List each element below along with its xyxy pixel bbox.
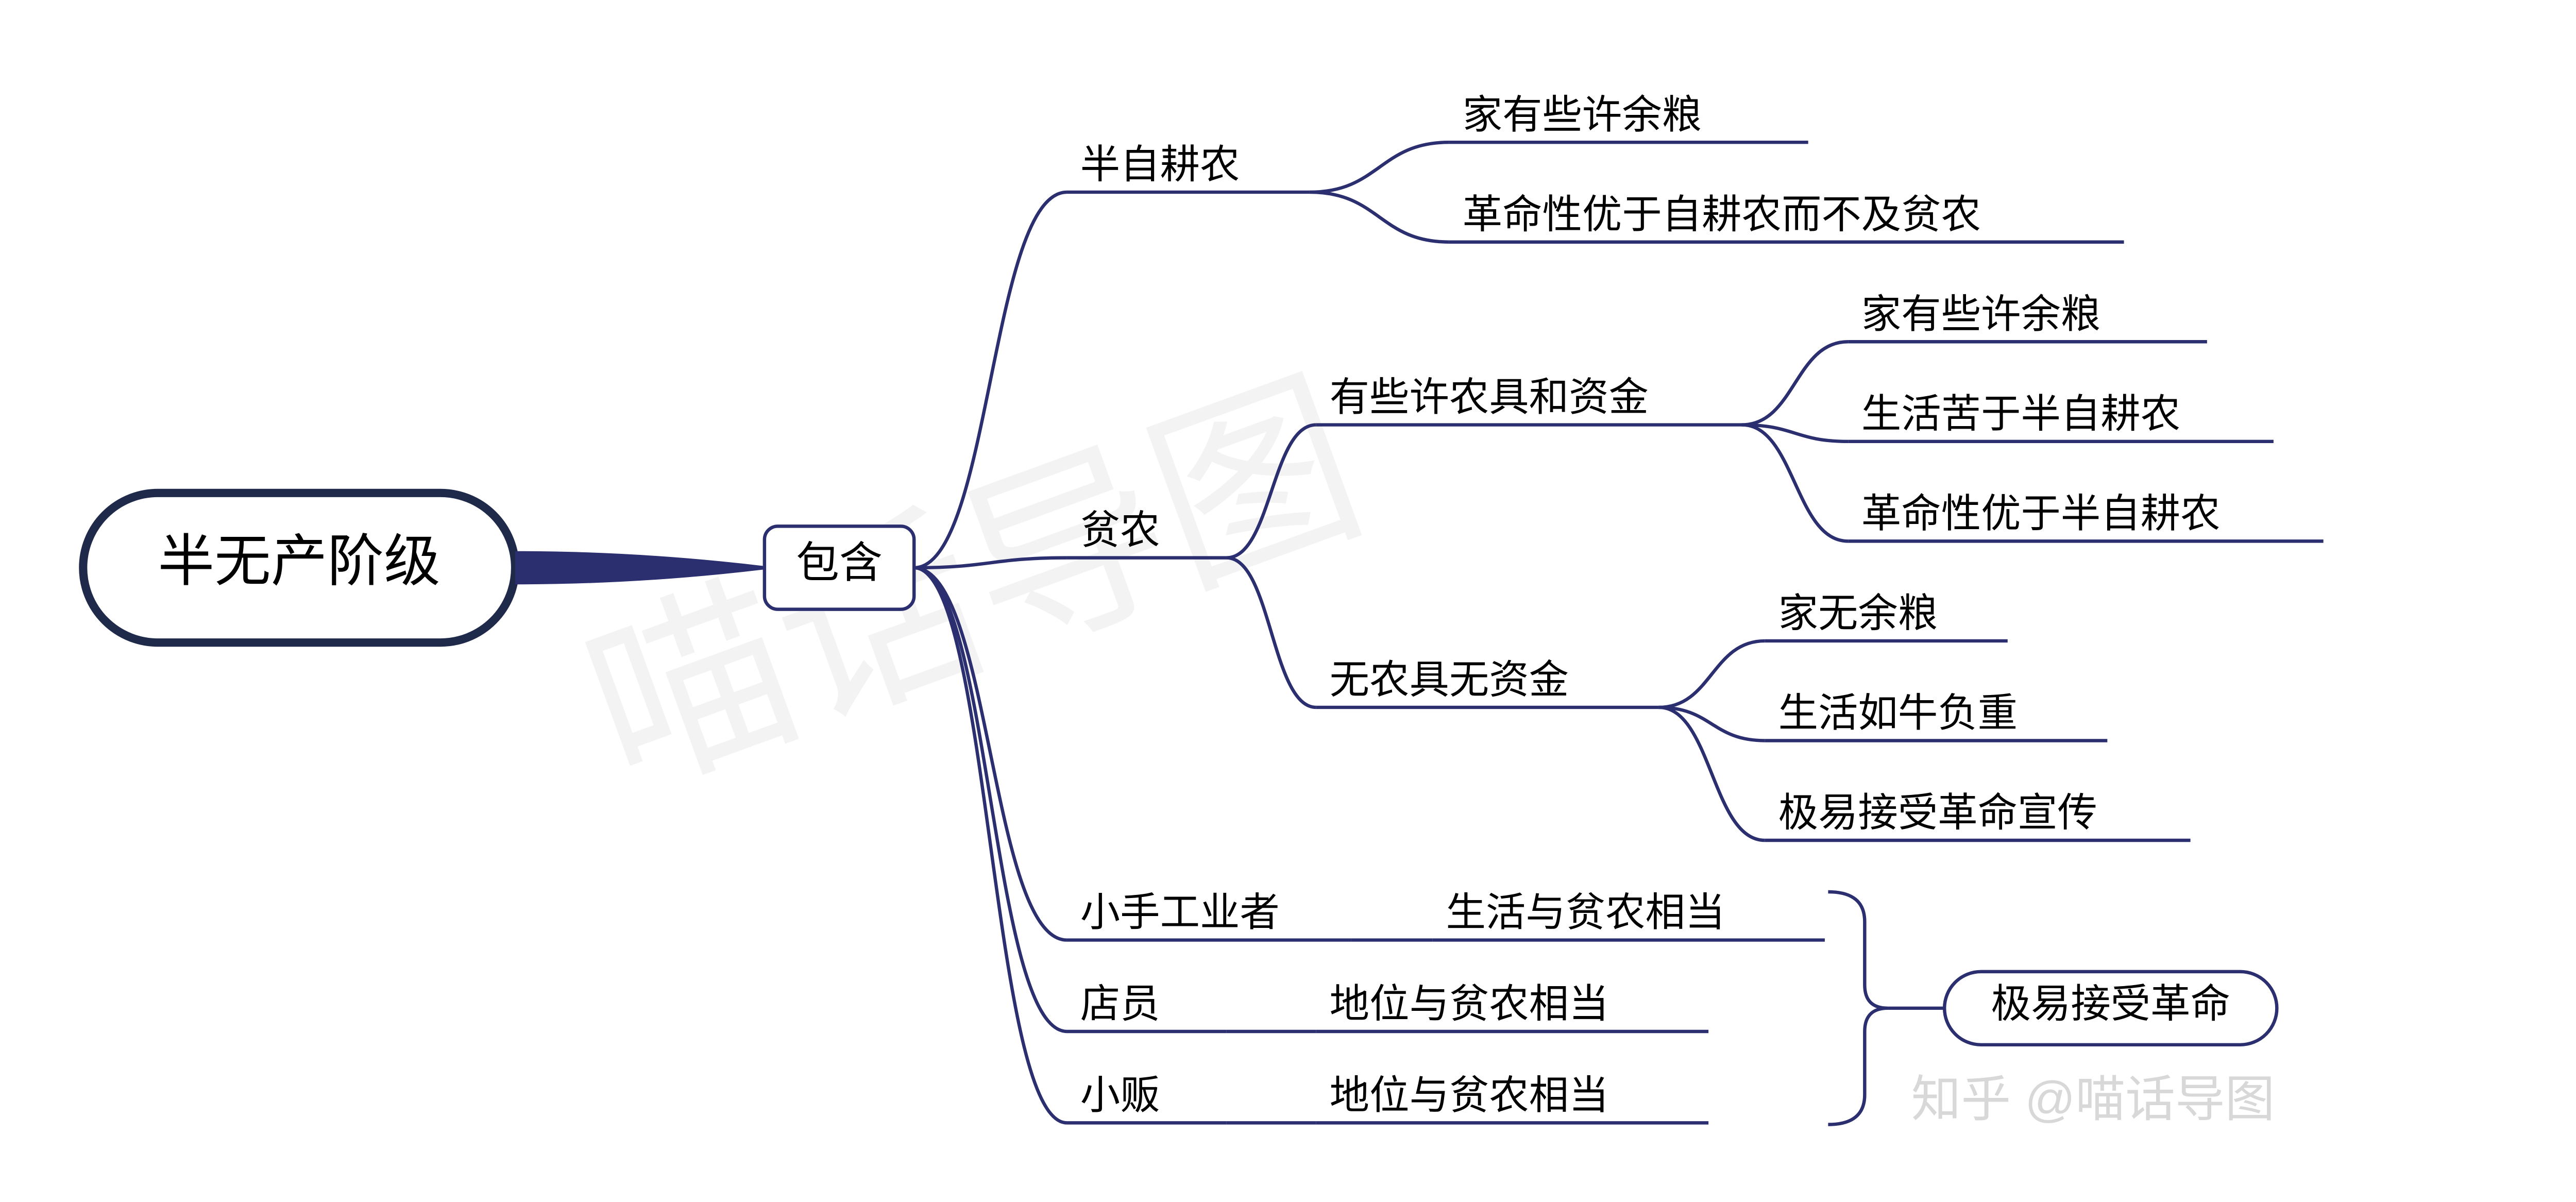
leaf-pp-ht-3: 革命性优于半自耕农	[1861, 492, 2221, 536]
connector	[1658, 641, 1765, 707]
branch-semi-owner-peasant: 半自耕农	[1080, 143, 1240, 187]
leaf-cl-1: 地位与贫农相当	[1330, 982, 1609, 1026]
node-pp-no-tools: 无农具无资金	[1330, 658, 1569, 702]
node-soP-1: 家有些许余粮	[1463, 93, 1702, 137]
leaf-pp-nt-3: 极易接受革命宣传	[1778, 791, 2097, 835]
node-soP-2: 革命性优于自耕农而不及贫农	[1463, 192, 1981, 236]
watermark-credit: 知乎 @喵话导图	[1911, 1071, 2275, 1127]
leaf-pp-ht-2: 生活苦于半自耕农	[1861, 392, 2180, 436]
connector	[1310, 192, 1449, 242]
contains-label: 包含	[796, 539, 883, 587]
branch-clerk: 店员	[1080, 982, 1160, 1026]
brace	[1828, 892, 1888, 1125]
root-label: 半无产阶级	[158, 530, 440, 593]
branch-poor-peasant: 贫农	[1080, 508, 1160, 552]
connector	[1742, 342, 1848, 425]
connector	[1310, 142, 1449, 192]
leaf-pp-nt-2: 生活如牛负重	[1778, 691, 2018, 735]
leaf-pd-1: 地位与贫农相当	[1330, 1073, 1609, 1118]
brace-target-label: 极易接受革命	[1991, 982, 2230, 1026]
branch-handicraft: 小手工业者	[1080, 890, 1280, 935]
mindmap-diagram: 喵话导图半无产阶级包含半自耕农家有些许余粮革命性优于自耕农而不及贫农贫农有些许农…	[0, 0, 2576, 1202]
watermark-main: 喵话导图	[561, 346, 1387, 828]
branch-peddler: 小贩	[1080, 1073, 1160, 1118]
leaf-pp-nt-1: 家无余粮	[1778, 591, 1938, 636]
connector	[1658, 707, 1765, 840]
leaf-pp-ht-1: 家有些许余粮	[1861, 292, 2100, 336]
node-pp-has-tools: 有些许农具和资金	[1330, 375, 1649, 419]
leaf-hc-1: 生活与贫农相当	[1446, 890, 1725, 935]
